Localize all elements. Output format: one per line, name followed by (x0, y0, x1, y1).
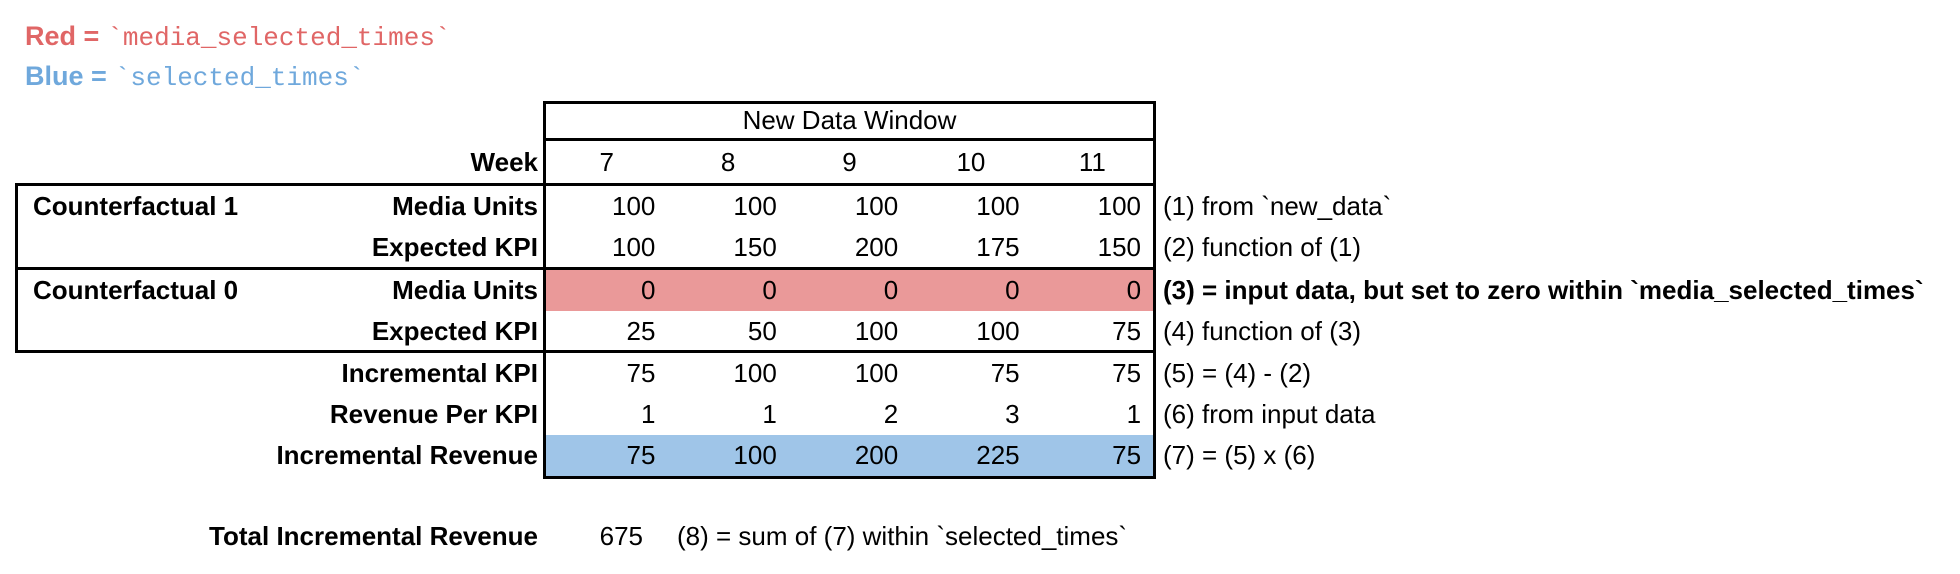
table-row: Expected KPI 100 150 200 175 150 (2) fun… (0, 227, 1960, 268)
table-row: Incremental KPI 75 100 100 75 75 (5) = (… (0, 353, 1960, 394)
week-cell: 8 (720, 147, 736, 177)
data-cell: 0 (1126, 275, 1142, 305)
data-cell: 0 (1005, 275, 1020, 305)
data-cell: 100 (612, 232, 656, 262)
row-label: Revenue Per KPI (329, 399, 538, 429)
data-cell: 75 (990, 358, 1020, 388)
total-row: Total Incremental Revenue 675 (8) = sum … (0, 516, 1960, 557)
row-annotation: (3) = input data, but set to zero within… (1163, 275, 1924, 305)
selected-times-highlight (546, 435, 1153, 476)
table-border (543, 101, 546, 479)
total-label: Total Incremental Revenue (209, 521, 538, 551)
data-cell: 75 (626, 358, 656, 388)
media-selected-times-highlight (546, 270, 1153, 311)
week-label: Week (470, 147, 538, 177)
data-cell: 75 (1112, 358, 1142, 388)
legend-red-code: `media_selected_times` (107, 23, 451, 53)
table-border (1153, 101, 1156, 479)
data-cell: 2 (883, 399, 899, 429)
row-values: 25 50 100 100 75 (546, 311, 1153, 352)
data-cell: 100 (733, 191, 777, 221)
table-border (15, 267, 1156, 270)
data-cell: 0 (640, 275, 656, 305)
data-cell: 100 (976, 316, 1020, 346)
row-values: 75 100 200 225 75 (546, 435, 1153, 476)
total-value: 675 (599, 521, 643, 551)
legend-blue-prefix: Blue = (25, 61, 107, 91)
week-cell: 7 (599, 147, 614, 177)
row-annotation: (4) function of (3) (1163, 316, 1361, 346)
data-cell: 100 (733, 440, 777, 470)
table-border (15, 183, 1156, 186)
data-cell: 150 (733, 232, 777, 262)
row-values: 75 100 100 75 75 (546, 353, 1153, 394)
data-cell: 75 (626, 440, 656, 470)
row-values: 0 0 0 0 0 (546, 270, 1153, 311)
row-label: Media Units (392, 191, 538, 221)
data-cell: 3 (1005, 399, 1020, 429)
table-row: Revenue Per KPI 1 1 2 3 1 (6) from input… (0, 394, 1960, 435)
data-cell: 0 (762, 275, 777, 305)
row-values: 100 100 100 100 100 (546, 186, 1153, 227)
data-cell: 50 (747, 316, 777, 346)
row-annotation: (5) = (4) - (2) (1163, 358, 1312, 388)
legend-red-prefix: Red = (25, 21, 100, 51)
new-data-window-header: New Data Window (742, 105, 957, 135)
row-annotation: (6) from input data (1163, 399, 1376, 429)
week-cell: 11 (1078, 147, 1106, 177)
legend-red-line: Red = `media_selected_times` (25, 20, 451, 53)
data-cell: 100 (1097, 191, 1142, 221)
data-cell: 75 (1112, 316, 1142, 346)
data-cell: 225 (976, 440, 1020, 470)
row-values: 1 1 2 3 1 (546, 394, 1153, 435)
table-row: Incremental Revenue 75 100 200 225 75 (7… (0, 435, 1960, 476)
data-cell: 200 (854, 232, 899, 262)
table-row: Counterfactual 1 Media Units 100 100 100… (0, 186, 1960, 227)
data-cell: 1 (762, 399, 777, 429)
data-cell: 100 (854, 358, 899, 388)
row-annotation: (1) from `new_data` (1163, 191, 1392, 221)
week-values: 7 8 9 10 11 (546, 142, 1153, 183)
table-border (15, 350, 1156, 353)
data-cell: 175 (976, 232, 1020, 262)
data-cell: 1 (1126, 399, 1142, 429)
data-cell: 0 (883, 275, 899, 305)
table-border (543, 101, 1156, 104)
group-label: Counterfactual 0 (33, 275, 239, 305)
data-cell: 100 (612, 191, 656, 221)
week-cell: 9 (842, 147, 857, 177)
data-cell: 100 (854, 316, 899, 346)
group-label: Counterfactual 1 (33, 191, 239, 221)
data-cell: 25 (626, 316, 656, 346)
data-cell: 100 (854, 191, 899, 221)
row-label: Expected KPI (371, 316, 538, 346)
data-cell: 100 (976, 191, 1020, 221)
data-cell: 150 (1097, 232, 1142, 262)
row-label: Incremental Revenue (276, 440, 538, 470)
table-border (543, 138, 1156, 141)
row-annotation: (7) = (5) x (6) (1163, 440, 1316, 470)
row-values: 100 150 200 175 150 (546, 227, 1153, 268)
row-label: Media Units (392, 275, 538, 305)
total-annotation: (8) = sum of (7) within `selected_times` (677, 521, 1128, 551)
legend-blue-line: Blue = `selected_times` (25, 60, 365, 93)
table-border (15, 183, 18, 353)
data-cell: 100 (733, 358, 777, 388)
row-label: Expected KPI (371, 232, 538, 262)
row-annotation: (2) function of (1) (1163, 232, 1361, 262)
row-label: Incremental KPI (341, 358, 538, 388)
data-cell: 75 (1112, 440, 1142, 470)
table-row: Counterfactual 0 Media Units 0 0 0 0 0 (… (0, 270, 1960, 311)
table-border (543, 476, 1156, 479)
table-row: Expected KPI 25 50 100 100 75 (4) functi… (0, 311, 1960, 352)
week-row: Week 7 8 9 10 11 (0, 142, 1960, 183)
data-cell: 1 (640, 399, 656, 429)
data-cell: 200 (854, 440, 899, 470)
week-cell: 10 (956, 147, 986, 177)
legend-blue-code: `selected_times` (114, 63, 365, 93)
